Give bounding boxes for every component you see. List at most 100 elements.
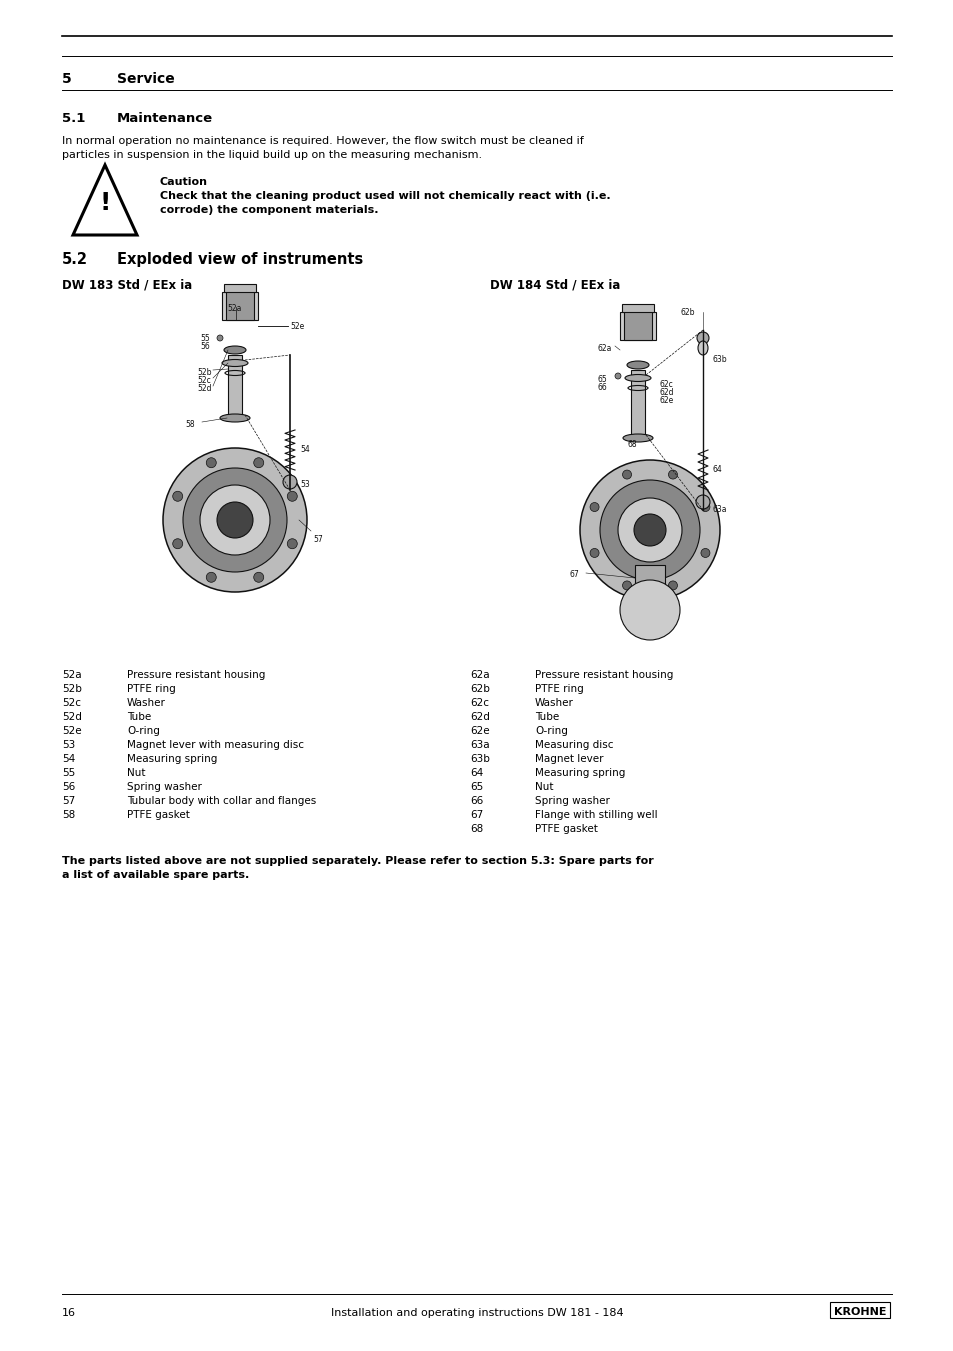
Text: Flange with stilling well: Flange with stilling well [535,811,657,820]
Circle shape [287,492,297,501]
Ellipse shape [222,359,248,366]
Text: Nut: Nut [535,782,553,792]
Text: PTFE ring: PTFE ring [535,684,583,694]
Circle shape [283,476,296,489]
Ellipse shape [626,361,648,369]
Circle shape [200,485,270,555]
Text: Measuring disc: Measuring disc [535,740,613,750]
Text: 66: 66 [598,382,607,392]
Circle shape [590,549,598,558]
Circle shape [216,335,223,340]
Text: 55: 55 [62,767,75,778]
Text: Nut: Nut [127,767,146,778]
Text: 52a: 52a [62,670,82,680]
Text: 55: 55 [200,334,210,343]
Text: 62a: 62a [470,670,489,680]
Text: PTFE gasket: PTFE gasket [127,811,190,820]
Text: corrode) the component materials.: corrode) the component materials. [160,205,378,215]
Text: O-ring: O-ring [127,725,160,736]
Text: 62b: 62b [680,308,695,317]
Circle shape [599,480,700,580]
Circle shape [183,467,287,571]
Circle shape [216,503,253,538]
Text: 53: 53 [299,480,310,489]
Text: 5: 5 [62,72,71,86]
Text: 52a: 52a [227,304,241,313]
Text: 62e: 62e [470,725,489,736]
Text: Tubular body with collar and flanges: Tubular body with collar and flanges [127,796,315,807]
Text: 63a: 63a [712,505,727,513]
Text: The parts listed above are not supplied separately. Please refer to section 5.3:: The parts listed above are not supplied … [62,857,653,866]
Text: O-ring: O-ring [535,725,567,736]
Ellipse shape [224,346,246,354]
Text: 62c: 62c [470,698,489,708]
Ellipse shape [220,413,250,422]
Ellipse shape [624,374,650,381]
Text: Spring washer: Spring washer [535,796,609,807]
Text: 62a: 62a [598,345,612,353]
Circle shape [287,539,297,549]
Text: 62d: 62d [470,712,489,721]
Text: 16: 16 [62,1308,76,1319]
Circle shape [163,449,307,592]
Text: Washer: Washer [127,698,166,708]
Text: 53: 53 [62,740,75,750]
Text: Pressure resistant housing: Pressure resistant housing [535,670,673,680]
Text: KROHNE: KROHNE [833,1306,885,1317]
Text: 52d: 52d [196,384,212,393]
Text: 52b: 52b [196,367,212,377]
Text: 52e: 52e [290,322,304,331]
Bar [630,370,644,435]
Text: 62d: 62d [659,388,674,397]
Bar [226,286,253,320]
Circle shape [668,581,677,590]
Circle shape [700,549,709,558]
Text: 68: 68 [627,440,637,449]
Text: Maintenance: Maintenance [117,112,213,126]
Circle shape [696,494,709,509]
Text: DW 184 Std / EEx ia: DW 184 Std / EEx ia [490,278,619,290]
Text: 52c: 52c [196,376,211,385]
Bar [623,307,651,340]
Circle shape [253,458,263,467]
Text: 52c: 52c [62,698,81,708]
Text: 67: 67 [569,570,579,580]
Circle shape [700,503,709,512]
Circle shape [590,503,598,512]
Text: 62b: 62b [470,684,489,694]
Text: 63b: 63b [712,355,727,363]
Text: 67: 67 [470,811,483,820]
Text: Measuring spring: Measuring spring [127,754,217,765]
Text: particles in suspension in the liquid build up on the measuring mechanism.: particles in suspension in the liquid bu… [62,150,481,159]
Text: 65: 65 [598,376,607,384]
Ellipse shape [698,340,707,355]
Circle shape [622,581,631,590]
Circle shape [668,470,677,480]
Text: PTFE ring: PTFE ring [127,684,175,694]
Bar [621,304,654,312]
Text: 58: 58 [62,811,75,820]
Circle shape [172,539,183,549]
Text: 63a: 63a [470,740,489,750]
Circle shape [634,513,665,546]
Text: Spring washer: Spring washer [127,782,202,792]
Bar [224,284,255,292]
Text: Installation and operating instructions DW 181 - 184: Installation and operating instructions … [331,1308,622,1319]
Text: Exploded view of instruments: Exploded view of instruments [117,253,363,267]
Circle shape [579,459,720,600]
Text: Measuring spring: Measuring spring [535,767,625,778]
Text: Magnet lever: Magnet lever [535,754,603,765]
Circle shape [172,492,183,501]
Text: Magnet lever with measuring disc: Magnet lever with measuring disc [127,740,304,750]
Circle shape [253,573,263,582]
Circle shape [206,458,216,467]
Text: DW 183 Std / EEx ia: DW 183 Std / EEx ia [62,278,193,290]
Text: 52e: 52e [62,725,82,736]
Text: Service: Service [117,72,174,86]
Text: 68: 68 [470,824,483,834]
Text: Tube: Tube [127,712,152,721]
Text: 56: 56 [200,342,210,351]
Text: 52b: 52b [62,684,82,694]
Bar [635,565,664,594]
Ellipse shape [622,434,652,442]
